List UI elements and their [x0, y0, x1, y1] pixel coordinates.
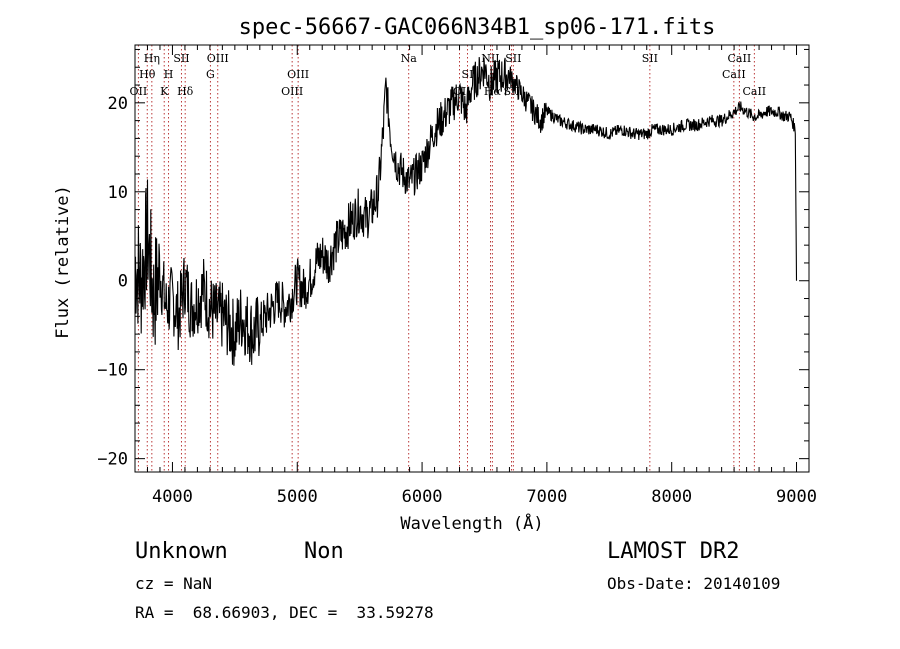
line-label-6: Hδ — [177, 85, 194, 98]
line-label-20: CaII — [728, 52, 752, 65]
line-label-11: Na — [401, 52, 418, 65]
x-tick-label: 7000 — [526, 487, 567, 507]
line-label-9: OIII — [281, 85, 303, 98]
ra-dec: RA = 68.66903, DEC = 33.59278 — [135, 603, 434, 622]
line-label-19: CaII — [722, 68, 746, 81]
line-label-21: CaII — [742, 85, 766, 98]
redshift-cz: cz = NaN — [135, 574, 213, 593]
chart-title: spec-56667-GAC066N34B1_sp06-171.fits — [239, 15, 716, 40]
y-tick-label: −10 — [97, 361, 128, 381]
plot-frame — [134, 44, 810, 473]
y-tick-label: 10 — [108, 183, 128, 203]
y-tick-label: 0 — [118, 272, 128, 292]
x-tick-label: 4000 — [152, 487, 193, 507]
x-tick-label: 6000 — [402, 487, 443, 507]
y-axis-label: Flux (relative) — [53, 185, 73, 339]
line-label-2: Hη — [144, 52, 160, 65]
y-axis: −20 −10 0 10 20 — [97, 48, 809, 470]
line-label-0: OII — [130, 85, 148, 98]
x-axis: 4000 5000 6000 7000 8000 9000 — [146, 45, 817, 507]
object-subclass: Non — [304, 539, 344, 564]
y-tick-label: −20 — [97, 450, 128, 470]
line-label-13: SI — [462, 68, 474, 81]
x-tick-label: 9000 — [776, 487, 817, 507]
spectrum-line — [134, 57, 798, 366]
survey-name: LAMOST DR2 — [607, 539, 740, 564]
line-label-17: SII — [505, 52, 521, 65]
line-label-1: Hθ — [139, 68, 156, 81]
obs-date: Obs-Date: 20140109 — [607, 574, 781, 593]
object-class: Unknown — [135, 539, 228, 564]
line-label-10: OIII — [287, 68, 309, 81]
line-label-3: K — [160, 85, 169, 98]
line-label-7: G — [206, 68, 215, 81]
line-label-4: H — [164, 68, 174, 81]
y-tick-label: 20 — [108, 94, 128, 114]
x-tick-label: 8000 — [651, 487, 692, 507]
line-label-18: SII — [642, 52, 658, 65]
line-label-8: OIII — [207, 52, 229, 65]
x-axis-label: Wavelength (Å) — [400, 512, 543, 534]
x-tick-label: 5000 — [277, 487, 318, 507]
line-label-5: SII — [173, 52, 189, 65]
